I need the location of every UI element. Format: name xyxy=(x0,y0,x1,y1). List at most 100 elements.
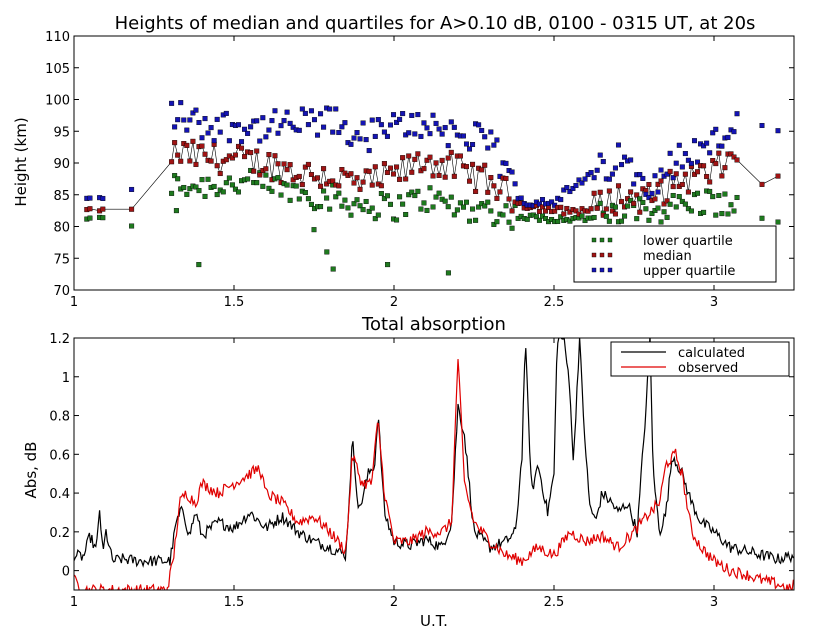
median-marker xyxy=(272,153,278,159)
median-marker xyxy=(775,173,781,179)
median-marker xyxy=(232,152,238,158)
upper-quartile-marker xyxy=(226,138,232,144)
lower-quartile-marker xyxy=(488,208,494,214)
lower-quartile-marker xyxy=(485,199,491,205)
median-marker xyxy=(561,211,567,217)
upper-quartile-marker xyxy=(682,151,688,157)
upper-quartile-marker xyxy=(685,157,691,163)
upper-quartile-marker xyxy=(518,195,524,201)
legend-marker xyxy=(599,267,605,273)
median-marker xyxy=(467,178,473,184)
lower-quartile-marker xyxy=(184,191,190,197)
upper-quartile-marker xyxy=(305,122,311,128)
upper-quartile-marker xyxy=(667,150,673,156)
median-marker xyxy=(354,175,360,181)
lower-quartile-marker xyxy=(202,193,208,199)
upper-quartile-marker xyxy=(87,195,93,201)
upper-quartile-marker xyxy=(278,123,284,129)
lower-quartile-marker xyxy=(339,203,345,209)
median-marker xyxy=(457,153,463,159)
upper-quartile-marker xyxy=(467,146,473,152)
median-marker xyxy=(378,183,384,189)
bottom-xtick-label: 2.5 xyxy=(544,595,565,610)
median-marker xyxy=(701,163,707,169)
median-marker xyxy=(719,173,725,179)
median-marker xyxy=(330,178,336,184)
calculated-line xyxy=(74,338,794,568)
median-marker xyxy=(646,181,652,187)
median-marker xyxy=(588,206,594,212)
bottom-ytick-label: 1 xyxy=(62,371,70,386)
lower-quartile-marker xyxy=(381,196,387,202)
upper-quartile-marker xyxy=(579,180,585,186)
lower-quartile-marker xyxy=(476,204,482,210)
upper-quartile-marker xyxy=(701,143,707,149)
median-marker xyxy=(263,166,269,172)
lower-quartile-marker xyxy=(734,194,740,200)
lower-quartile-marker xyxy=(254,180,260,186)
median-marker xyxy=(384,169,390,175)
median-marker xyxy=(691,171,697,177)
lower-quartile-marker xyxy=(503,203,509,209)
median-marker xyxy=(172,140,178,146)
bottom-legend-box xyxy=(610,341,790,377)
bottom-chart-ticks: 1 1.5 2 2.5 3 0 0.2 0.4 0.6 0.8 1 1.2 xyxy=(49,332,794,610)
median-marker xyxy=(187,158,193,164)
upper-quartile-marker xyxy=(336,130,342,136)
upper-quartile-marker xyxy=(254,118,260,124)
upper-quartile-marker xyxy=(775,128,781,134)
upper-quartile-marker xyxy=(387,122,393,128)
upper-quartile-marker xyxy=(169,100,175,106)
median-marker xyxy=(391,171,397,177)
upper-quartile-marker xyxy=(637,172,643,178)
upper-quartile-marker xyxy=(491,142,497,148)
upper-quartile-marker xyxy=(269,118,275,124)
lower-quartile-marker xyxy=(445,204,451,210)
bottom-chart-xlabel: U.T. xyxy=(420,612,448,630)
lower-quartile-marker xyxy=(424,207,430,213)
lower-quartile-marker xyxy=(719,211,725,217)
median-marker xyxy=(485,189,491,195)
lower-quartile-marker xyxy=(266,185,272,191)
median-marker xyxy=(400,155,406,161)
upper-quartile-marker xyxy=(424,125,430,131)
median-marker xyxy=(281,161,287,167)
upper-quartile-marker xyxy=(217,129,223,135)
lower-quartile-marker xyxy=(366,208,372,214)
median-marker xyxy=(357,186,363,192)
lower-quartile-marker xyxy=(278,192,284,198)
median-marker xyxy=(336,183,342,189)
top-chart-ylabel: Height (km) xyxy=(12,117,30,206)
upper-quartile-marker xyxy=(463,141,469,147)
bottom-ytick-label: 0.8 xyxy=(49,410,70,425)
bottom-chart-ylabel: Abs, dB xyxy=(22,442,40,499)
upper-quartile-marker xyxy=(287,120,293,126)
upper-quartile-marker xyxy=(670,175,676,181)
bottom-chart-frame xyxy=(73,337,795,591)
lower-quartile-marker xyxy=(387,201,393,207)
median-marker xyxy=(439,157,445,163)
median-marker xyxy=(606,188,612,194)
legend-marker xyxy=(591,252,597,258)
upper-quartile-marker xyxy=(100,195,106,201)
upper-quartile-marker xyxy=(676,142,682,148)
median-marker xyxy=(710,157,716,163)
upper-quartile-marker xyxy=(594,167,600,173)
median-marker xyxy=(421,166,427,172)
median-marker xyxy=(169,159,175,165)
lower-quartile-marker xyxy=(409,189,415,195)
lower-quartile-marker xyxy=(509,225,515,231)
upper-quartile-marker xyxy=(591,175,597,181)
lower-quartile-marker xyxy=(759,215,765,221)
lower-quartile-marker xyxy=(87,215,93,221)
lower-quartile-marker xyxy=(695,190,701,196)
lower-quartile-marker xyxy=(223,180,229,186)
lower-quartile-marker xyxy=(603,213,609,219)
lower-quartile-marker xyxy=(436,190,442,196)
lower-quartile-marker xyxy=(214,192,220,198)
median-marker xyxy=(670,184,676,190)
lower-quartile-marker xyxy=(205,176,211,182)
median-marker xyxy=(564,205,570,211)
median-marker xyxy=(448,149,454,155)
lower-quartile-marker xyxy=(433,194,439,200)
